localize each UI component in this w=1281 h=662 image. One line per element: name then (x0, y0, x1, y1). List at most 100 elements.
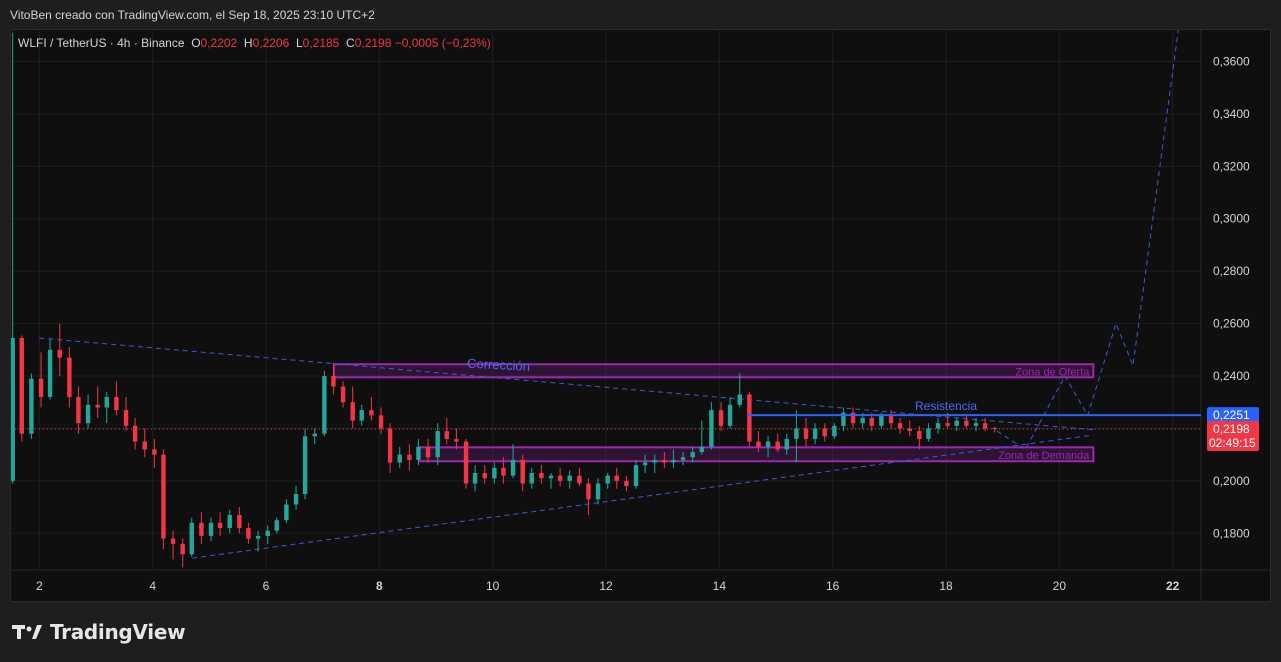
candle-up (529, 473, 534, 484)
candle-down (340, 386, 346, 403)
candle-down (463, 441, 469, 484)
tradingview-logo[interactable]: TradingView (12, 620, 186, 644)
candlestick-chart[interactable]: 0,18000,20000,22000,24000,26000,28000,30… (11, 30, 1270, 601)
candle-down (756, 441, 761, 447)
y-tick-label: 0,2000 (1213, 474, 1250, 488)
candle-down (237, 514, 242, 529)
close-label: C (346, 36, 355, 50)
candle-down (369, 410, 374, 416)
candle-down (586, 483, 591, 500)
candle-down (123, 410, 129, 426)
low-value: 0,2185 (302, 36, 340, 50)
candle-up (727, 404, 733, 426)
candle-down (331, 376, 336, 387)
supply-zone (333, 363, 1095, 379)
candle-down (614, 475, 619, 481)
open-label: O (191, 36, 201, 50)
resistance-text: Resistencia (915, 399, 977, 413)
candle-down (407, 454, 412, 460)
low-label: L (295, 36, 303, 50)
candle-down (132, 425, 138, 442)
candle-down (350, 402, 355, 421)
candle-up (189, 522, 194, 555)
candle-down (217, 522, 223, 529)
candle-down (246, 528, 251, 539)
candle-down (520, 459, 525, 484)
candle-down (19, 338, 24, 434)
candle-up (699, 446, 704, 453)
candle-up (208, 522, 214, 536)
y-tick-label: 0,2400 (1213, 369, 1250, 383)
candle-up (11, 338, 15, 481)
symbol-label: WLFI / TetherUS · 4h · Binance (18, 36, 185, 50)
correction-label: Corrección (467, 356, 531, 374)
resistance-price-text: 0,2251 (1213, 408, 1250, 422)
candle-up (709, 410, 714, 447)
candle-up (680, 457, 686, 460)
candle-up (227, 514, 232, 529)
candle-down (982, 423, 988, 429)
candle-up (690, 452, 695, 458)
x-tick-label: 2 (36, 579, 43, 593)
y-tick-label: 0,1800 (1213, 526, 1250, 540)
candle-up (416, 446, 421, 460)
brand-name: TradingView (50, 620, 186, 644)
x-tick-label: 18 (939, 579, 953, 593)
open-value: 0,2202 (200, 36, 238, 50)
countdown-text: 02:49:15 (1209, 436, 1256, 450)
change-value: −0,0005 (−0,23%) (394, 36, 491, 50)
candle-down (917, 431, 922, 439)
candle-up (794, 428, 799, 439)
candle-down (387, 428, 393, 463)
candle-down (180, 543, 185, 555)
current-price-tag (1207, 420, 1259, 451)
candle-up (29, 378, 34, 434)
candle-up (312, 433, 317, 437)
candle-up (642, 462, 648, 466)
candle-up (935, 423, 941, 429)
candle-up (926, 428, 931, 439)
candle-up (274, 520, 279, 531)
candle-down (992, 427, 997, 429)
x-tick-label: 8 (376, 579, 383, 593)
candle-down (822, 428, 827, 437)
x-tick-label: 4 (149, 579, 156, 593)
candle-up (633, 465, 639, 487)
chart-credit: VitoBen creado con TradingView.com, el S… (10, 8, 375, 22)
candle-up (567, 475, 572, 481)
chart-frame[interactable]: 0,18000,20000,22000,24000,26000,28000,30… (10, 29, 1271, 602)
candle-up (832, 425, 837, 437)
candle-down (170, 538, 176, 544)
candle-up (973, 423, 979, 426)
candle-up (397, 454, 402, 463)
x-tick-label: 20 (1053, 579, 1067, 593)
candle-down (142, 441, 147, 450)
candle-down (624, 480, 629, 487)
candle-down (888, 415, 894, 424)
candle-up (671, 459, 676, 463)
x-tick-label: 12 (599, 579, 613, 593)
high-label: H (243, 36, 253, 50)
candle-down (95, 404, 100, 408)
candle-down (897, 423, 903, 429)
candle-up (652, 459, 657, 463)
candle-down (775, 441, 780, 450)
candle-up (737, 394, 742, 405)
candle-down (161, 454, 166, 539)
candle-up (765, 441, 771, 447)
candle-down (557, 475, 563, 481)
x-tick-label: 6 (263, 579, 270, 593)
zone-label: Zona de Demanda (998, 450, 1090, 462)
y-tick-label: 0,2600 (1213, 317, 1250, 331)
candle-down (803, 428, 809, 439)
candle-up (293, 493, 299, 505)
y-tick-label: 0,3400 (1213, 107, 1250, 121)
candle-up (595, 483, 601, 500)
candle-up (784, 438, 789, 450)
candle-down (57, 349, 62, 358)
candle-up (302, 436, 308, 494)
candle-up (548, 475, 554, 479)
candle-up (104, 396, 109, 408)
candle-up (841, 412, 846, 426)
y-tick-label: 0,3200 (1213, 159, 1250, 173)
